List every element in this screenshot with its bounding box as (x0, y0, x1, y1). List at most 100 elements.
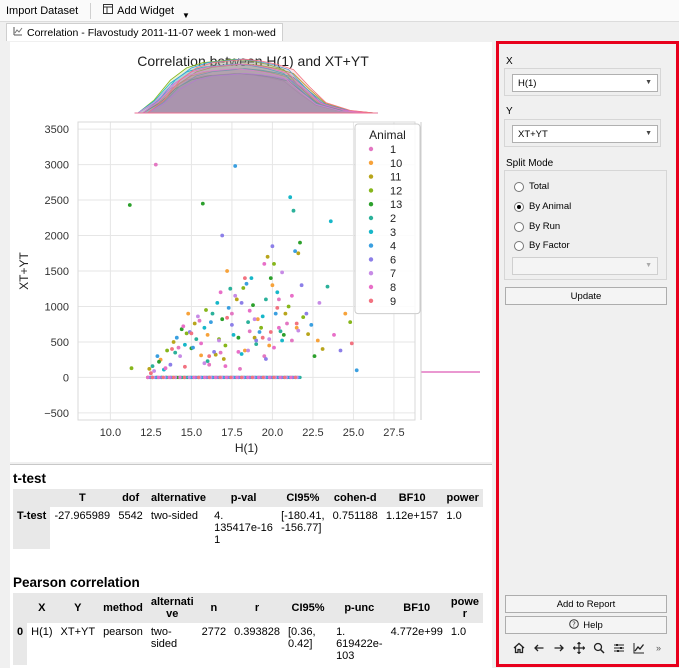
radio-by-run[interactable]: By Run (514, 221, 560, 232)
update-button[interactable]: Update (505, 287, 667, 305)
pan-icon[interactable] (572, 641, 585, 654)
scatter-point-2 (264, 297, 268, 302)
help-button[interactable]: ? Help (505, 616, 667, 634)
configure-subplots-icon[interactable] (612, 641, 625, 654)
scatter-point-zero-8 (146, 375, 150, 380)
scatter-point-3 (280, 338, 284, 343)
marginal-density-x-8 (134, 63, 378, 114)
scatter-point-zero-8 (278, 375, 282, 380)
zoom-icon[interactable] (592, 641, 605, 654)
table-cell: -27.965989 (50, 507, 115, 549)
scatter-point-4 (226, 306, 231, 310)
factor-select[interactable]: ▼ (512, 257, 658, 275)
table-cell: 4.772e+99 (386, 623, 447, 665)
legend-marker-8 (368, 284, 374, 290)
scatter-point-10 (343, 311, 348, 316)
column-header: Y (56, 593, 100, 623)
legend-title: Animal (369, 128, 406, 142)
y-tick-label: 500 (51, 337, 69, 349)
add-to-report-button[interactable]: Add to Report (505, 595, 667, 613)
correlation-plot: Correlation between H(1) and XT+YT 3500 30… (10, 42, 492, 462)
scatter-point-8 (277, 325, 281, 330)
column-header: T (50, 489, 115, 507)
tab-correlation[interactable]: Correlation - Flavostudy 2011-11-07 week… (6, 23, 283, 41)
pearson-title: Pearson correlation (13, 575, 140, 590)
scatter-point-13 (220, 317, 225, 322)
scatter-point-3 (183, 342, 187, 347)
radio-by-factor[interactable]: By Factor (514, 240, 570, 251)
x-tick-label: 10.0 (100, 427, 121, 439)
scatter-point-7 (196, 314, 200, 319)
scatter-point-1 (290, 338, 294, 343)
chart-icon (13, 26, 23, 39)
scatter-point-1 (207, 362, 212, 367)
x-tick-label: 27.5 (383, 427, 404, 439)
scatter-point-13 (281, 333, 286, 337)
scatter-point-8 (218, 290, 223, 295)
scatter-point-7 (267, 337, 272, 341)
scatter-point-7 (217, 338, 221, 343)
legend-marker-6 (368, 257, 374, 262)
forward-arrow-icon[interactable] (552, 641, 565, 654)
column-header (13, 593, 28, 623)
table-cell: two-sided (146, 507, 211, 549)
radio-total[interactable]: Total (514, 181, 549, 192)
scatter-point-10 (255, 317, 260, 322)
radio-label: By Animal (529, 201, 572, 212)
help-button-label: Help (583, 619, 603, 631)
table-cell: 4. 135417e-16 1 (210, 507, 278, 549)
line-chart-icon[interactable] (632, 641, 645, 654)
scatter-point-11 (213, 352, 218, 357)
scatter-point-13 (157, 359, 161, 364)
scatter-point-1 (230, 311, 234, 316)
scatter-point-4 (155, 354, 160, 358)
column-header: BF10 (381, 489, 443, 507)
scatter-point-8 (199, 341, 204, 346)
scatter-point-7 (152, 369, 157, 373)
y-tick-label: 0 (63, 372, 69, 384)
scatter-point-12 (165, 348, 170, 353)
scatter-point-13 (251, 303, 255, 307)
scatter-point-8 (247, 308, 252, 313)
import-dataset-button[interactable]: Import Dataset (0, 1, 84, 21)
x-select-value: H(1) (518, 77, 537, 89)
scatter-point-11 (252, 335, 257, 340)
scatter-point-2 (291, 208, 296, 213)
scatter-point-4 (191, 345, 195, 350)
legend-marker-2 (368, 215, 374, 221)
x-select[interactable]: H(1) ▼ (512, 74, 658, 92)
scatter-point-11 (320, 347, 325, 351)
scatter-point-4 (354, 368, 359, 373)
y-axis-label: XT+YT (17, 251, 31, 289)
table-cell: 1. 619422e- 103 (332, 623, 387, 665)
table-cell: 1.0 (442, 507, 483, 549)
chevron-down-icon: ▼ (645, 79, 652, 86)
scatter-point-9 (207, 354, 212, 358)
radio-circle (514, 201, 524, 212)
marginal-density-x-7 (134, 68, 378, 114)
radio-circle (514, 181, 524, 192)
y-select[interactable]: XT+YT ▼ (512, 125, 658, 143)
y-tick-label: 3500 (45, 124, 69, 136)
scatter-point-10 (315, 338, 320, 343)
scatter-point-zero-9 (150, 375, 154, 380)
scatter-point-9 (183, 364, 187, 369)
x-tick-label: 25.0 (343, 427, 364, 439)
legend-label-6: 6 (390, 254, 396, 266)
legend-label-1: 1 (390, 144, 396, 156)
scatter-point-zero-8 (235, 375, 239, 380)
scatter-point-3 (215, 301, 220, 305)
settings-panel: X H(1) ▼ Y XT+YT ▼ Split Mode Total By A… (498, 42, 677, 664)
more-tools-icon[interactable]: » (656, 643, 662, 653)
scatter-point-2 (205, 359, 210, 363)
radio-by-animal[interactable]: By Animal (514, 201, 571, 212)
home-icon[interactable] (512, 641, 525, 654)
scatter-point-2 (278, 329, 283, 334)
scatter-point-8 (163, 366, 168, 371)
scatter-point-1 (277, 297, 281, 302)
legend-marker-10 (368, 160, 374, 165)
add-widget-button[interactable]: Add Widget ▼ (97, 1, 196, 21)
back-arrow-icon[interactable] (532, 641, 545, 654)
